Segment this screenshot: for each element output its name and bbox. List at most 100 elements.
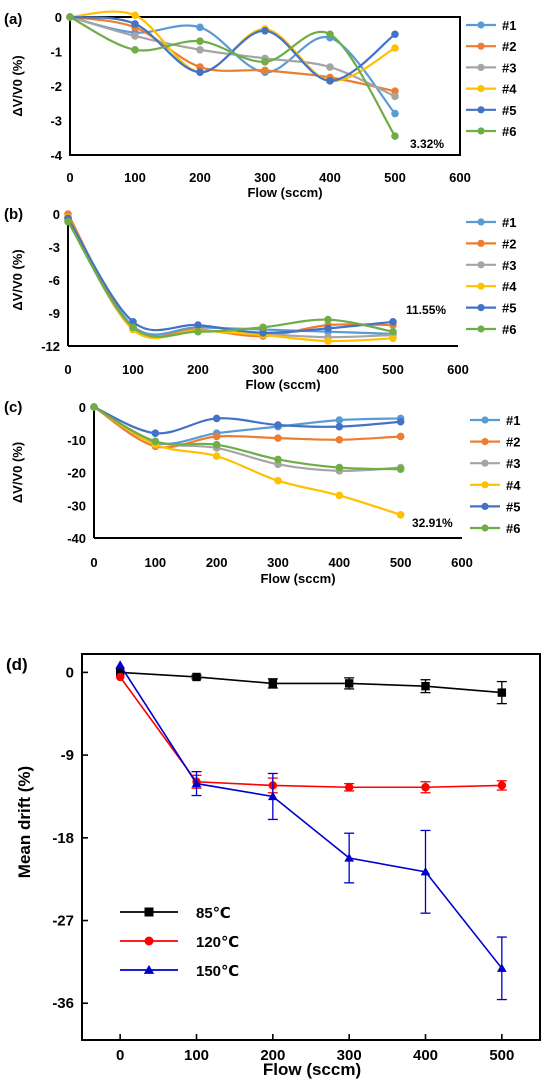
data-point [497,781,507,790]
data-point [335,463,344,472]
data-point [326,77,334,85]
x-tick-label: 400 [328,555,350,570]
legend-label: #4 [502,82,517,97]
data-point [259,323,267,332]
x-tick-label: 0 [66,170,73,185]
data-point [324,337,332,345]
legend-item: 120℃ [120,934,239,951]
data-point [391,109,399,118]
data-point [274,434,282,442]
data-point [391,92,399,101]
data-point [335,422,344,431]
series-1 [64,213,397,338]
x-tick-label: 400 [413,1047,438,1064]
data-point [131,45,139,54]
x-tick-label: 100 [124,170,146,185]
legend-label: #5 [502,301,516,316]
legend-label: #2 [502,236,516,251]
legend-item: #6 [466,322,516,337]
x-tick-label: 200 [189,170,211,185]
data-point [151,429,160,438]
plot-frame [69,16,461,156]
legend-swatch-marker [477,239,485,247]
legend-item: #2 [466,39,516,54]
series-5 [66,13,399,85]
legend: #1 #2 #3 #4 #5 #6 [470,413,521,536]
x-tick-label: 300 [252,362,274,377]
legend-label: 85℃ [196,905,231,922]
legend-swatch-marker [481,459,489,467]
y-tick-label: -1 [50,45,62,60]
data-point [420,866,431,876]
legend-label: #6 [502,124,516,139]
data-point [326,63,334,71]
x-tick-label: 300 [337,1047,362,1064]
data-point [90,403,98,411]
data-point [261,27,269,35]
y-tick-label: 0 [53,207,60,222]
data-point [194,321,202,329]
legend-item: 150℃ [120,963,239,980]
data-point [66,13,74,21]
legend-item: #6 [466,124,516,139]
series-line [69,15,396,98]
series-line [67,216,394,343]
y-tick-label: 0 [66,664,74,681]
legend-label: #1 [502,18,516,33]
legend-item: #1 [470,413,520,428]
legend-swatch-marker [477,325,485,333]
series-2 [115,672,507,794]
y-axis-label: ΔV/V0 (%) [10,249,25,310]
panel-label: (a) [4,11,22,28]
series-line [93,406,401,449]
series-line [69,15,396,93]
series-3 [115,660,507,1001]
legend: #1 #2 #3 #4 #5 #6 [466,18,517,139]
legend-item: #4 [466,279,517,294]
legend-label: #3 [502,258,516,273]
data-point [389,327,397,336]
y-tick-label: -9 [61,747,74,764]
data-point [389,318,397,326]
legend-label: #1 [506,413,520,428]
x-tick-label: 600 [449,170,471,185]
y-axis-label: ΔV/V0 (%) [10,442,25,503]
data-point [212,432,221,441]
legend-label: #1 [502,215,516,230]
x-tick-label: 300 [267,555,289,570]
x-tick-label: 600 [447,362,469,377]
data-point [344,783,354,792]
legend-item: #3 [466,258,516,273]
series-line [93,406,402,516]
data-point [421,783,430,792]
legend-item: #5 [470,499,520,514]
panel-label: (c) [4,399,22,416]
legend-item: 85℃ [120,905,231,922]
legend-swatch-marker [481,438,489,446]
legend-item: #2 [470,435,520,450]
y-tick-label: -40 [67,531,86,546]
legend-swatch-marker [477,261,485,269]
y-tick-label: -20 [67,466,86,481]
series-line [67,216,394,336]
data-point [131,20,139,28]
series-line [67,221,394,338]
y-tick-label: -30 [67,498,86,513]
series-line [93,406,401,471]
chart-panel-c: (c) 0 -10 -20 -30 -40 0 100 200 300 400 500 600 Flow … [4,399,521,586]
legend-swatch-marker [477,21,485,29]
legend-item: #2 [466,236,516,251]
data-point [196,68,204,76]
annotation-label: 3.32% [410,137,444,151]
data-point [115,660,125,669]
legend-item: #3 [466,60,516,75]
y-tick-label: 0 [55,10,62,25]
x-tick-label: 400 [317,362,339,377]
legend-label: #2 [502,39,516,54]
data-point [144,936,154,946]
data-point [391,44,399,52]
data-point [131,11,139,20]
x-tick-label: 0 [116,1047,124,1064]
data-point [144,907,154,917]
